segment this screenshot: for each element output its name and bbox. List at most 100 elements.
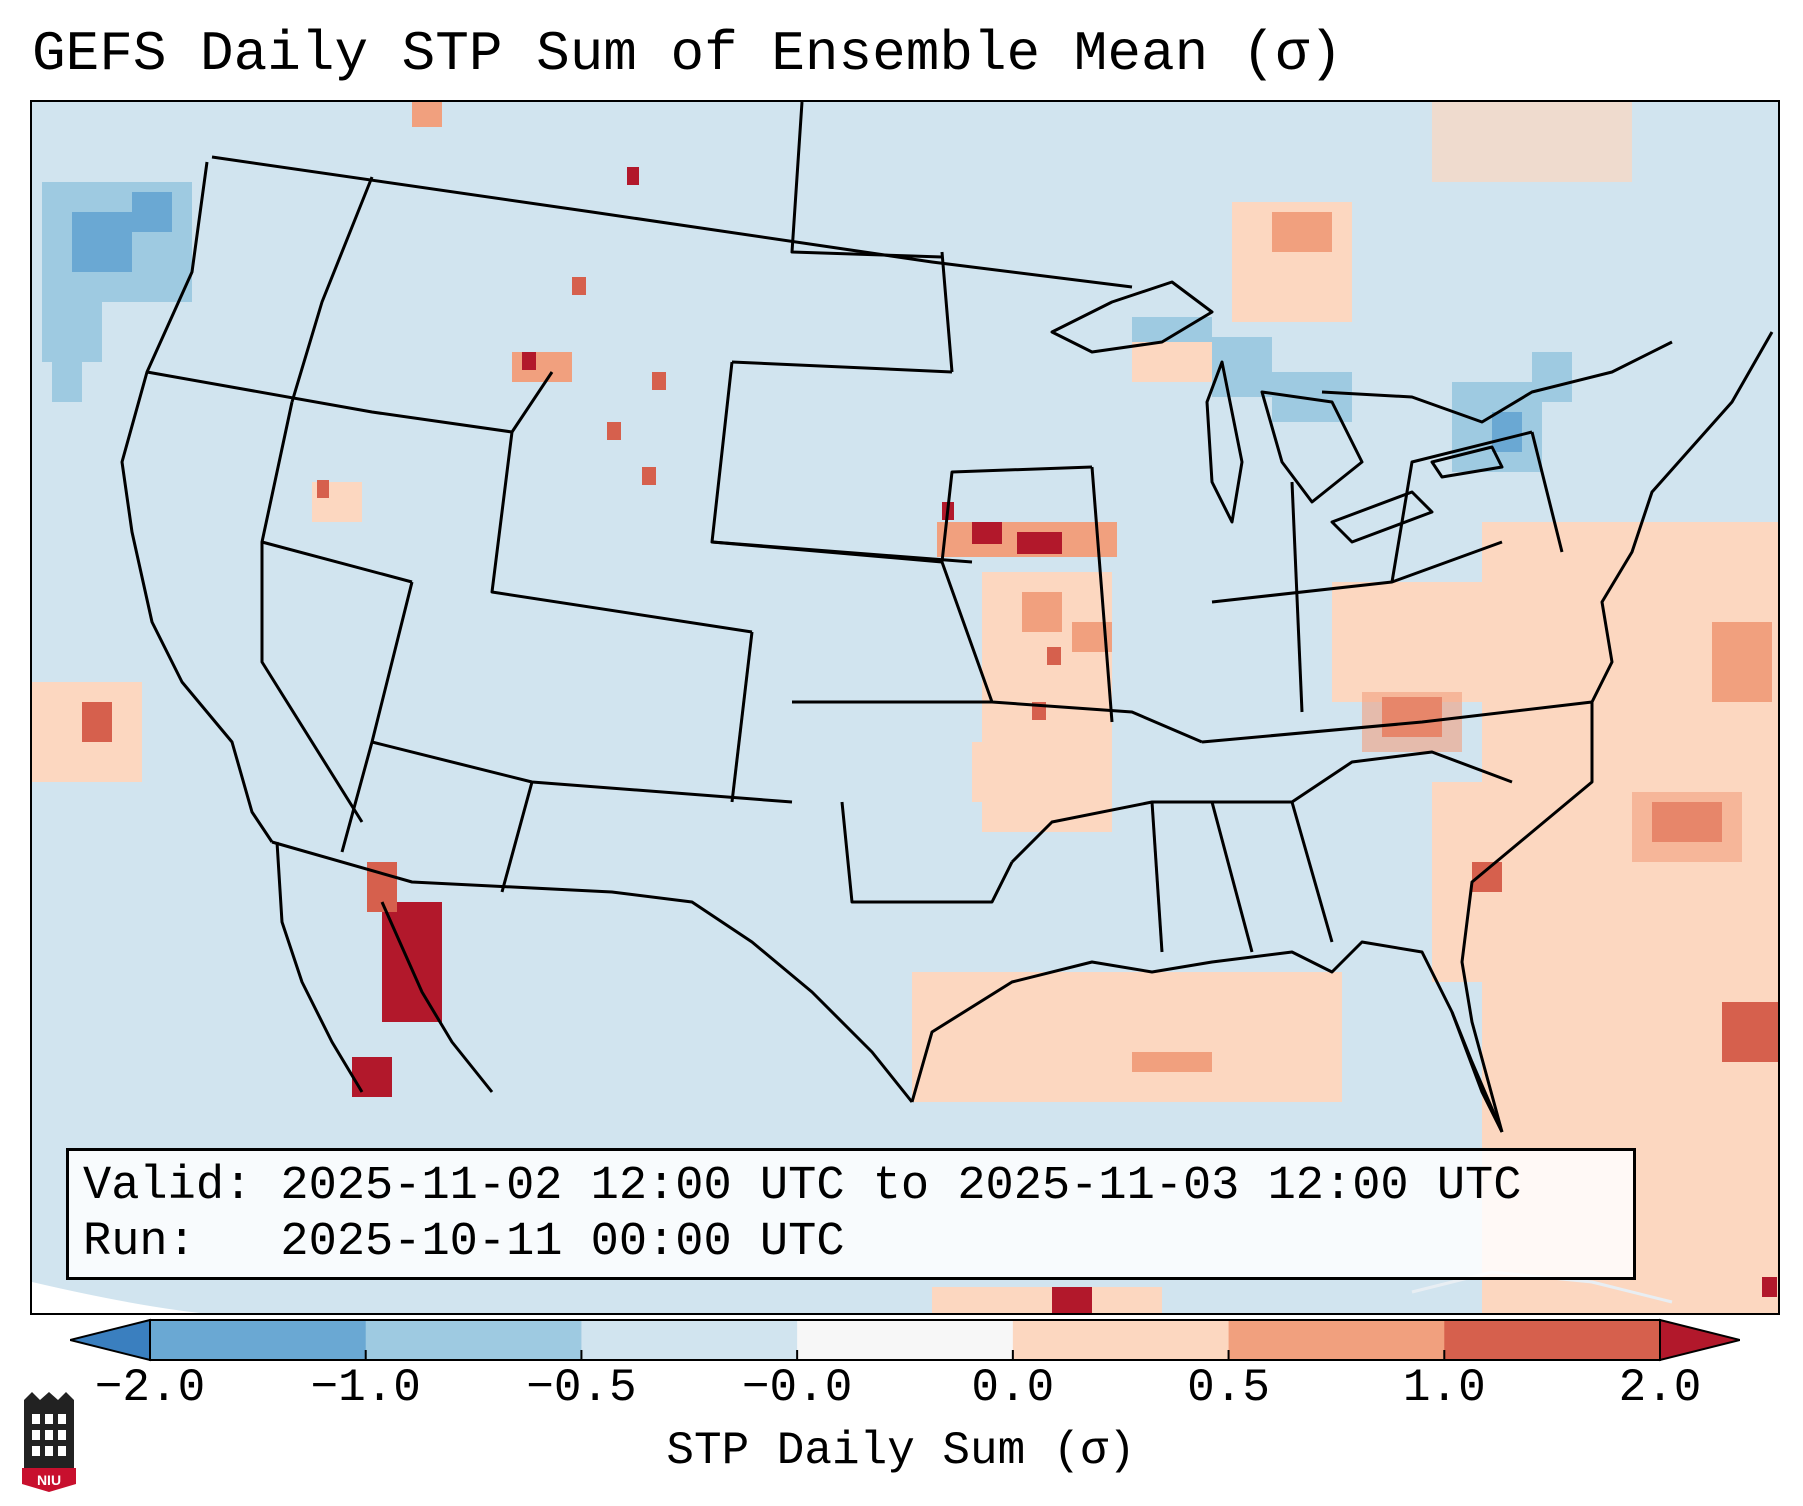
niu-logo: NIU xyxy=(22,1392,76,1492)
pixel-cluster-pos xyxy=(972,742,1032,802)
state-line xyxy=(840,801,1014,904)
colorbar-tick-label: −0.0 xyxy=(741,1362,853,1414)
pixel-cluster-pos xyxy=(1052,1287,1092,1313)
pixel-cluster-pos xyxy=(1762,1277,1777,1297)
colorbar-segment xyxy=(365,1320,582,1360)
pixel-cluster-pos xyxy=(317,480,329,498)
pixel-cluster-pos xyxy=(1017,532,1062,554)
pixel-cluster-pos xyxy=(1712,622,1772,702)
state-line xyxy=(790,102,943,259)
pixel-cluster-pos xyxy=(572,277,586,295)
state-line xyxy=(371,740,793,804)
pixel-cluster-pos xyxy=(522,352,536,370)
pixel-cluster-pos xyxy=(1272,212,1332,252)
lake-huron xyxy=(1260,390,1364,504)
pixel-cluster-pos xyxy=(652,372,666,390)
state-line xyxy=(260,401,364,823)
state-line xyxy=(940,561,1203,744)
run-line: Run: 2025-10-11 00:00 UTC xyxy=(83,1216,845,1269)
state-line xyxy=(1210,801,1254,953)
lake-erie xyxy=(1330,490,1434,544)
state-line xyxy=(731,360,953,374)
state-line xyxy=(1390,430,1533,583)
state-line xyxy=(940,251,954,373)
pixel-cluster-neg xyxy=(132,192,172,232)
west-coast xyxy=(120,161,274,843)
state-line xyxy=(710,361,973,564)
logo-shield xyxy=(22,1468,76,1492)
canada-border-east xyxy=(1321,340,1673,424)
anomaly-pixels xyxy=(32,102,1778,1313)
colorbar-segments xyxy=(70,1318,1740,1362)
state-line xyxy=(290,176,374,403)
pixel-cluster-neg xyxy=(1532,352,1572,402)
colorbar-tick-label: −2.0 xyxy=(94,1362,206,1414)
map-svg xyxy=(32,102,1778,1313)
colorbar-outline xyxy=(149,1319,1661,1361)
pixel-cluster-pos xyxy=(1432,102,1632,182)
state-line xyxy=(500,781,534,893)
state-line xyxy=(490,431,753,634)
pixel-cluster-pos xyxy=(972,522,1002,544)
colorbar-tick-label: −0.5 xyxy=(526,1362,637,1414)
colorbar-segment xyxy=(797,1320,1014,1360)
baja-coast xyxy=(275,841,364,1093)
colorbar-tick-label: 2.0 xyxy=(1618,1362,1702,1414)
chart-title: GEFS Daily STP Sum of Ensemble Mean (σ) xyxy=(32,22,1343,86)
state-line xyxy=(730,631,754,803)
state-line xyxy=(1201,700,1593,744)
logo-text: NIU xyxy=(37,1472,61,1488)
lake-ontario xyxy=(1430,445,1504,479)
pixel-cluster-pos xyxy=(82,702,112,742)
pixel-cluster-neg xyxy=(42,302,102,362)
state-line xyxy=(1150,801,1164,953)
state-line xyxy=(1291,750,1513,804)
colorbar-tick-label: 0.5 xyxy=(1187,1362,1270,1414)
pixel-cluster-pos xyxy=(352,1057,392,1097)
state-line xyxy=(1290,801,1334,943)
colorbar-label: STP Daily Sum (σ) xyxy=(666,1425,1136,1477)
pixel-cluster-pos xyxy=(932,1287,1162,1313)
state-line xyxy=(261,540,413,584)
colorbar-segment xyxy=(1228,1320,1445,1360)
colorbar-tick-label: 0.0 xyxy=(971,1362,1055,1414)
colorbar-extend-max xyxy=(1659,1318,1740,1362)
pixel-cluster-pos xyxy=(607,422,621,440)
pixel-cluster-pos xyxy=(1632,792,1742,862)
off-domain-area xyxy=(32,1282,201,1313)
state-line xyxy=(1530,431,1564,553)
pixel-cluster-pos xyxy=(1132,1052,1212,1072)
state-line xyxy=(1290,481,1304,713)
state-line xyxy=(340,581,414,853)
pixel-cluster-pos xyxy=(1132,342,1212,382)
colorbar-segment xyxy=(1444,1320,1661,1360)
pixel-cluster-pos xyxy=(1047,647,1061,665)
pixel-cluster-pos xyxy=(1022,592,1062,632)
lake-superior xyxy=(1050,280,1214,354)
colorbar-segment xyxy=(581,1320,798,1360)
pixel-cluster-pos xyxy=(512,352,572,382)
pixel-cluster-pos xyxy=(627,167,639,185)
boundaries xyxy=(120,102,1774,1304)
state-line xyxy=(1090,466,1114,723)
colorbar-tick-label: 1.0 xyxy=(1402,1362,1486,1414)
validity-info-box: Valid: 2025-11-02 12:00 UTC to 2025-11-0… xyxy=(66,1148,1636,1280)
colorbar-tick-label: −1.0 xyxy=(310,1362,421,1414)
florida xyxy=(1450,1011,1504,1133)
colorbar-segment xyxy=(150,1320,367,1360)
mexico-mainland-coast xyxy=(380,901,494,1093)
pixel-cluster-pos xyxy=(412,102,442,127)
state-line xyxy=(711,465,1093,564)
pixel-cluster-neg xyxy=(1272,372,1352,422)
pixel-cluster-neg xyxy=(52,362,82,402)
colorbar-extend-min xyxy=(70,1318,151,1362)
pixel-cluster-pos xyxy=(1722,1002,1778,1062)
valid-line: Valid: 2025-11-02 12:00 UTC to 2025-11-0… xyxy=(83,1160,1522,1213)
pixel-cluster-neg xyxy=(1492,412,1522,452)
map-panel xyxy=(30,100,1780,1315)
pixel-cluster-pos xyxy=(912,972,1342,1102)
lake-michigan xyxy=(1205,360,1244,524)
colorbar-segment xyxy=(1012,1320,1230,1360)
state-line xyxy=(146,370,554,434)
pixel-cluster-neg xyxy=(72,212,132,272)
